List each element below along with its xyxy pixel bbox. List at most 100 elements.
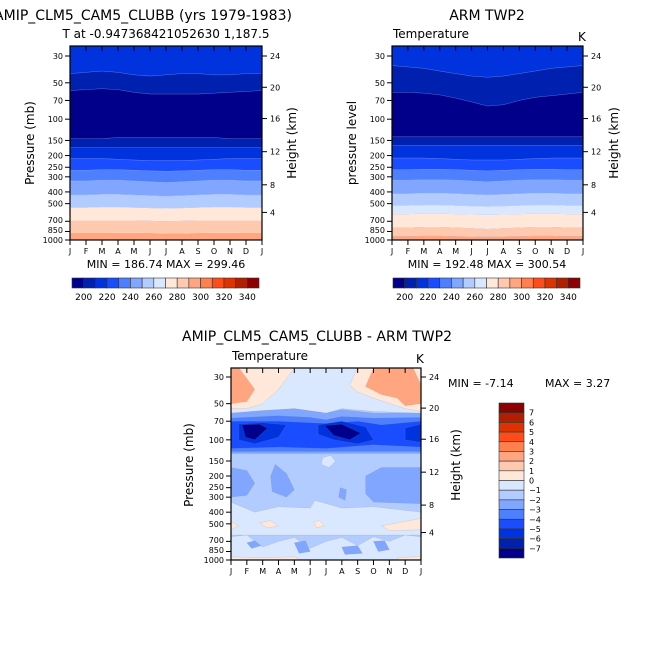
- x-tick-label: M: [259, 567, 266, 576]
- x-tick-label: S: [355, 567, 360, 576]
- colorbar-box: [451, 277, 464, 289]
- contour-band: [70, 232, 262, 240]
- colorbar-box: [498, 538, 525, 549]
- colorbar-label: 6: [529, 418, 534, 427]
- contour-region: [312, 520, 325, 529]
- panel1-stats: MIN = 186.74 MAX = 299.46: [87, 258, 245, 271]
- x-tick-label: J: [68, 247, 71, 256]
- colorbar-box: [521, 277, 534, 289]
- colorbar-box: [106, 277, 120, 289]
- colorbar-box: [439, 277, 452, 289]
- x-tick-label: N: [386, 567, 392, 576]
- x-tick-label: A: [179, 247, 185, 256]
- colorbar-label: 1: [529, 467, 534, 476]
- colorbar-box: [498, 480, 525, 491]
- y-tick-label: 850: [48, 226, 63, 235]
- panel3-stats-max: MAX = 3.27: [545, 377, 610, 390]
- colorbar-label: 280: [490, 293, 507, 303]
- x-tick-label: J: [229, 567, 232, 576]
- x-tick-label: A: [115, 247, 121, 256]
- colorbar-label: 220: [98, 293, 115, 303]
- contour-region: [373, 540, 390, 552]
- panel3-title: AMIP_CLM5_CAM5_CLUBB - ARM TWP2: [182, 329, 452, 345]
- panel-1: J F M A M J J A S O N D J100085070050040030025020015…: [43, 45, 280, 256]
- colorbar-label: 200: [396, 293, 413, 303]
- colorbar-label: 320: [536, 293, 553, 303]
- y-tick-label: 400: [370, 188, 385, 197]
- y-tick-right-label: 24: [429, 373, 439, 382]
- y-tick-label: 30: [53, 52, 63, 61]
- colorbar-box: [486, 277, 499, 289]
- x-tick-label: D: [243, 247, 249, 256]
- contour-band: [392, 136, 583, 146]
- y-tick-label: 200: [209, 472, 224, 481]
- y-tick-label: 150: [48, 136, 63, 145]
- colorbar-label: 7: [529, 409, 534, 418]
- colorbar-label: 260: [466, 293, 483, 303]
- panel3-ylabel-right: Height (km): [449, 429, 463, 500]
- colorbar-panel1: 200 220 240 260 280 300 320 340: [71, 277, 260, 303]
- contour-region: [338, 487, 347, 501]
- contour-band: [70, 194, 262, 209]
- x-tick-label: A: [437, 247, 443, 256]
- contour-region: [231, 521, 240, 531]
- colorbar-box: [498, 518, 525, 530]
- x-tick-label: M: [291, 567, 298, 576]
- colorbar-label: 340: [239, 293, 256, 303]
- x-tick-label: J: [164, 247, 167, 256]
- colorbar-box: [95, 277, 108, 289]
- y-tick-label: 500: [48, 200, 63, 209]
- y-tick-label: 1000: [204, 556, 224, 565]
- x-tick-label: J: [308, 567, 311, 576]
- contour-band: [392, 179, 583, 196]
- panel2-units: K: [578, 30, 587, 44]
- contour-band: [392, 46, 583, 78]
- y-tick-right-label: 16: [429, 435, 439, 444]
- colorbar-box: [498, 451, 525, 462]
- x-tick-label: M: [99, 247, 106, 256]
- x-tick-label: N: [548, 247, 554, 256]
- y-tick-right-label: 12: [429, 468, 439, 477]
- colorbar-label: −4: [529, 515, 541, 524]
- colorbar-box: [474, 277, 487, 289]
- y-tick-label: 300: [209, 493, 224, 502]
- colorbar-box: [544, 277, 557, 289]
- colorbar-box: [200, 277, 213, 289]
- y-tick-right-label: 8: [591, 181, 596, 190]
- colorbar-label: 200: [75, 293, 92, 303]
- colorbar-box: [165, 277, 178, 289]
- colorbar-label: 220: [419, 293, 436, 303]
- y-tick-label: 300: [48, 173, 63, 182]
- panel2-title: ARM TWP2: [449, 8, 525, 24]
- colorbar-box: [141, 277, 155, 289]
- contour-band: [392, 157, 583, 172]
- contour-region: [323, 423, 362, 441]
- contour-band: [70, 206, 262, 222]
- x-tick-label: J: [260, 247, 263, 256]
- y-tick-label: 700: [209, 536, 224, 545]
- contour-region: [231, 368, 256, 404]
- x-tick-label: J: [485, 247, 488, 256]
- contour-region: [270, 463, 295, 498]
- y-tick-label: 100: [48, 115, 63, 124]
- contour-region: [380, 518, 421, 531]
- x-tick-label: F: [245, 567, 250, 576]
- panel1-title: AMIP_CLM5_CAM5_CLUBB (yrs 1979-1983): [0, 8, 292, 24]
- contour-region: [246, 540, 262, 549]
- y-tick-right-label: 12: [270, 148, 280, 157]
- y-tick-label: 400: [48, 188, 63, 197]
- colorbar-box: [498, 489, 525, 501]
- y-tick-label: 70: [214, 417, 224, 426]
- colorbar-box: [392, 277, 405, 289]
- colorbar-box: [188, 277, 201, 289]
- x-tick-label: O: [532, 247, 538, 256]
- y-tick-right-label: 8: [270, 181, 275, 190]
- x-tick-label: J: [469, 247, 472, 256]
- contour-region: [293, 540, 311, 554]
- y-tick-label: 1000: [365, 236, 385, 245]
- panel3-units: K: [416, 352, 425, 366]
- colorbar-box: [176, 277, 190, 289]
- x-tick-label: A: [276, 567, 282, 576]
- y-tick-label: 200: [48, 152, 63, 161]
